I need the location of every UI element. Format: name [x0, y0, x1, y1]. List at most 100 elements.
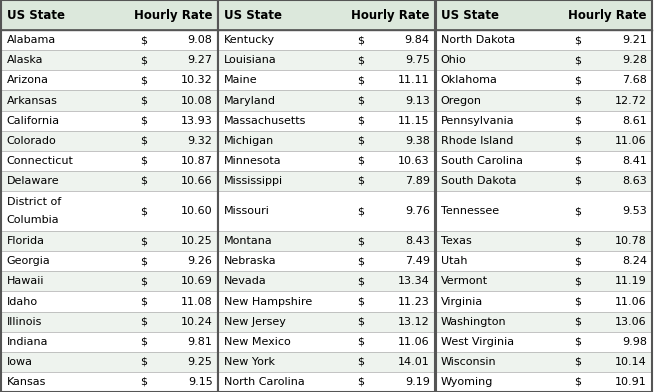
Text: Wyoming: Wyoming — [441, 377, 493, 387]
Bar — [1, 332, 218, 352]
Text: $: $ — [140, 55, 147, 65]
Text: 13.06: 13.06 — [615, 317, 647, 327]
Text: $: $ — [140, 236, 147, 246]
Text: Connecticut: Connecticut — [7, 156, 73, 166]
Text: Pennsylvania: Pennsylvania — [441, 116, 515, 125]
Text: Missouri: Missouri — [224, 206, 269, 216]
Bar — [1, 372, 218, 392]
Text: Georgia: Georgia — [7, 256, 50, 266]
Text: 14.01: 14.01 — [398, 357, 430, 367]
Text: Michigan: Michigan — [224, 136, 274, 146]
Text: 11.06: 11.06 — [398, 337, 430, 347]
Text: US State: US State — [441, 9, 499, 22]
Text: $: $ — [574, 276, 581, 287]
Bar — [436, 292, 652, 312]
Text: $: $ — [140, 256, 147, 266]
Text: 9.27: 9.27 — [188, 55, 213, 65]
Text: 9.84: 9.84 — [405, 35, 430, 45]
Text: $: $ — [140, 296, 147, 307]
Text: $: $ — [140, 96, 147, 105]
Text: $: $ — [357, 337, 364, 347]
Text: Indiana: Indiana — [7, 337, 48, 347]
Text: $: $ — [357, 256, 364, 266]
Bar — [436, 0, 652, 30]
Text: $: $ — [140, 357, 147, 367]
Text: Ohio: Ohio — [441, 55, 466, 65]
Text: 7.68: 7.68 — [622, 75, 647, 85]
Text: 10.14: 10.14 — [615, 357, 647, 367]
Text: $: $ — [140, 116, 147, 125]
Bar — [1, 30, 218, 50]
Bar — [218, 151, 435, 171]
Text: 13.12: 13.12 — [398, 317, 430, 327]
Text: Kansas: Kansas — [7, 377, 46, 387]
Text: $: $ — [574, 75, 581, 85]
Text: $: $ — [357, 236, 364, 246]
Text: North Dakota: North Dakota — [441, 35, 515, 45]
Bar — [1, 50, 218, 70]
Text: Vermont: Vermont — [441, 276, 488, 287]
Text: Louisiana: Louisiana — [224, 55, 277, 65]
Text: 9.81: 9.81 — [188, 337, 213, 347]
Text: 8.41: 8.41 — [622, 156, 647, 166]
Text: 7.89: 7.89 — [405, 176, 430, 186]
Text: 8.43: 8.43 — [405, 236, 430, 246]
Text: Montana: Montana — [224, 236, 273, 246]
Text: $: $ — [574, 337, 581, 347]
Text: Florida: Florida — [7, 236, 44, 246]
Text: Minnesota: Minnesota — [224, 156, 281, 166]
Text: West Virginia: West Virginia — [441, 337, 514, 347]
Text: 9.26: 9.26 — [188, 256, 213, 266]
Bar — [218, 352, 435, 372]
Text: Hourly Rate: Hourly Rate — [134, 9, 213, 22]
Text: North Carolina: North Carolina — [224, 377, 304, 387]
Text: 12.72: 12.72 — [615, 96, 647, 105]
Text: 10.78: 10.78 — [615, 236, 647, 246]
Text: Tennessee: Tennessee — [441, 206, 499, 216]
Bar — [218, 91, 435, 111]
Text: 9.76: 9.76 — [405, 206, 430, 216]
Text: New York: New York — [224, 357, 275, 367]
Text: $: $ — [357, 206, 364, 216]
Text: US State: US State — [224, 9, 282, 22]
Bar — [436, 50, 652, 70]
Bar — [1, 70, 218, 91]
Text: Alabama: Alabama — [7, 35, 56, 45]
Text: Massachusetts: Massachusetts — [224, 116, 306, 125]
Bar — [1, 171, 218, 191]
Text: 11.15: 11.15 — [398, 116, 430, 125]
Bar — [436, 91, 652, 111]
Bar — [436, 352, 652, 372]
Text: Arkansas: Arkansas — [7, 96, 58, 105]
Text: $: $ — [140, 75, 147, 85]
Bar — [436, 251, 652, 271]
Text: $: $ — [140, 176, 147, 186]
Bar — [218, 251, 435, 271]
Text: $: $ — [574, 206, 581, 216]
Bar — [218, 312, 435, 332]
Text: $: $ — [140, 337, 147, 347]
Text: Arizona: Arizona — [7, 75, 48, 85]
Text: 8.24: 8.24 — [622, 256, 647, 266]
Text: Nebraska: Nebraska — [224, 256, 276, 266]
Bar — [218, 70, 435, 91]
Bar — [218, 271, 435, 292]
Text: US State: US State — [7, 9, 65, 22]
Text: Hawaii: Hawaii — [7, 276, 44, 287]
Bar — [436, 271, 652, 292]
Text: $: $ — [357, 75, 364, 85]
Text: 10.69: 10.69 — [181, 276, 213, 287]
Text: $: $ — [140, 377, 147, 387]
Text: $: $ — [357, 156, 364, 166]
Text: 11.11: 11.11 — [398, 75, 430, 85]
Bar — [1, 231, 218, 251]
Text: Maine: Maine — [224, 75, 257, 85]
Text: 10.87: 10.87 — [181, 156, 213, 166]
Bar — [218, 231, 435, 251]
Text: $: $ — [357, 176, 364, 186]
Text: Wisconsin: Wisconsin — [441, 357, 496, 367]
Text: 10.60: 10.60 — [181, 206, 213, 216]
Text: $: $ — [140, 136, 147, 146]
Bar — [1, 251, 218, 271]
Text: New Mexico: New Mexico — [224, 337, 290, 347]
